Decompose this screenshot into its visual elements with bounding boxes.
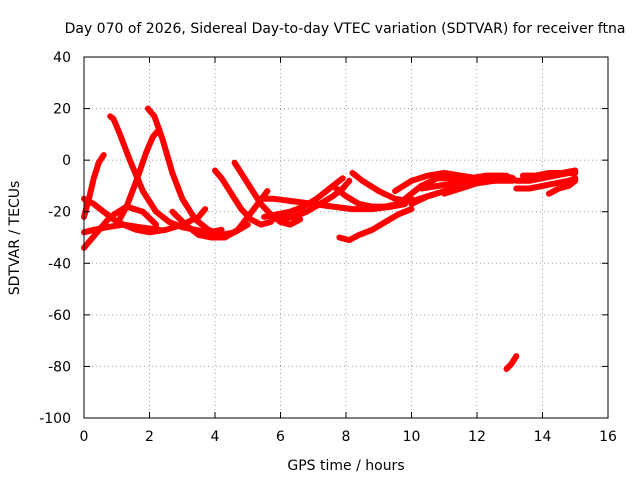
series-arc-26: [546, 177, 579, 197]
y-tick-label: -100: [39, 411, 71, 427]
y-tick-label: -20: [48, 205, 71, 221]
y-tick-label: -80: [48, 359, 71, 375]
series-arc-9: [212, 167, 281, 228]
x-tick-label: 8: [342, 429, 351, 445]
grid-layer: [84, 57, 608, 418]
series-arc-20: [418, 177, 516, 192]
chart-title: Day 070 of 2026, Sidereal Day-to-day VTE…: [65, 21, 626, 37]
x-tick-label: 6: [276, 429, 285, 445]
x-tick-label: 0: [80, 429, 89, 445]
series-arc-5: [107, 113, 225, 236]
series-arc-1: [81, 152, 107, 220]
y-tick-label: 40: [53, 50, 71, 66]
series-arc-15: [336, 206, 415, 244]
y-axis-title: SDTVAR / TECUs: [7, 181, 23, 296]
series-arc-3: [81, 203, 160, 251]
series-arc-22: [503, 353, 520, 372]
series-arc-25: [519, 167, 579, 179]
series-arc-21: [441, 172, 510, 197]
series-arc-13: [277, 177, 353, 223]
x-tick-label: 10: [403, 429, 421, 445]
series-arc-14: [329, 182, 415, 210]
x-tick-label: 14: [534, 429, 552, 445]
tick-layer: 0 2 4 6 8 10 12 14 16 -100 -80 -60 -40 -20 0 20 40: [39, 50, 617, 445]
x-tick-label: 16: [599, 429, 617, 445]
series-arc-8: [169, 188, 271, 241]
x-axis-title: GPS time / hours: [287, 458, 404, 474]
series-layer: [81, 105, 579, 372]
y-tick-label: 20: [53, 102, 71, 118]
y-tick-label: -60: [48, 308, 71, 324]
x-tick-label: 2: [145, 429, 154, 445]
y-tick-label: 0: [62, 153, 71, 169]
x-tick-label: 4: [211, 429, 220, 445]
x-tick-label: 12: [468, 429, 486, 445]
y-tick-label: -40: [48, 256, 71, 272]
series-arc-12: [261, 175, 346, 220]
series-arc-4: [81, 195, 209, 236]
series-arc-6: [113, 126, 163, 228]
series-arc-24: [513, 175, 579, 192]
series-arc-10: [231, 159, 304, 228]
